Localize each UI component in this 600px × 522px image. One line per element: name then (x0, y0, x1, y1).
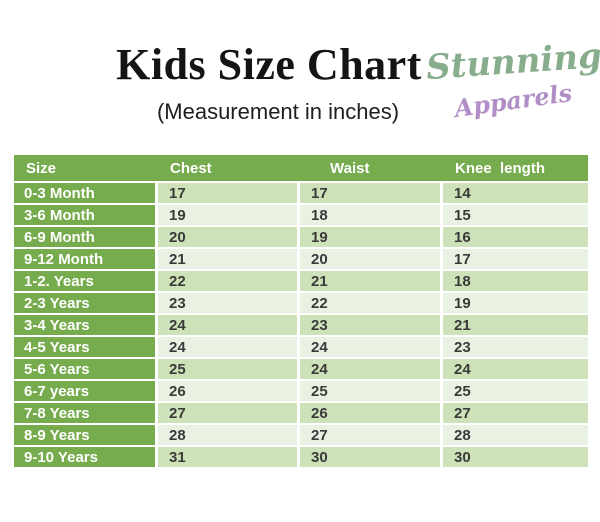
measurement-value-cell: 26 (300, 403, 443, 423)
measurement-value-cell: 17 (300, 183, 443, 203)
measurement-value-cell: 27 (443, 403, 588, 423)
measurement-value-cell: 17 (443, 249, 588, 269)
measurement-value-cell: 30 (300, 447, 443, 467)
size-label-cell: 4-5 Years (14, 337, 158, 357)
size-label-cell: 1-2. Years (14, 271, 158, 291)
size-label-cell: 9-10 Years (14, 447, 158, 467)
size-label-cell: 5-6 Years (14, 359, 158, 379)
measurement-value-cell: 24 (158, 337, 300, 357)
size-label-cell: 7-8 Years (14, 403, 158, 423)
measurement-value-cell: 30 (443, 447, 588, 467)
size-label-cell: 8-9 Years (14, 425, 158, 445)
measurement-value-cell: 24 (443, 359, 588, 379)
measurement-value-cell: 19 (300, 227, 443, 247)
table-row: 4-5 Years 24 24 23 (14, 337, 588, 357)
size-label-cell: 3-4 Years (14, 315, 158, 335)
table-row: 7-8 Years 27 26 27 (14, 403, 588, 423)
table-row: 5-6 Years 25 24 24 (14, 359, 588, 379)
measurement-value-cell: 23 (443, 337, 588, 357)
table-row: 0-3 Month 17 17 14 (14, 183, 588, 203)
size-label-cell: 9-12 Month (14, 249, 158, 269)
table-row: 8-9 Years 28 27 28 (14, 425, 588, 445)
measurement-value-cell: 15 (443, 205, 588, 225)
table-header-row: Size Chest Waist Knee length (14, 155, 588, 181)
measurement-value-cell: 31 (158, 447, 300, 467)
measurement-value-cell: 25 (300, 381, 443, 401)
size-label-cell: 2-3 Years (14, 293, 158, 313)
measurement-value-cell: 26 (158, 381, 300, 401)
table-row: 6-9 Month 20 19 16 (14, 227, 588, 247)
measurement-value-cell: 22 (300, 293, 443, 313)
size-label-cell: 3-6 Month (14, 205, 158, 225)
measurement-value-cell: 24 (300, 359, 443, 379)
measurement-value-cell: 14 (443, 183, 588, 203)
measurement-value-cell: 24 (158, 315, 300, 335)
brand-logo: Stunning Apparels (420, 36, 600, 128)
measurement-value-cell: 19 (158, 205, 300, 225)
measurement-value-cell: 21 (443, 315, 588, 335)
measurement-value-cell: 23 (158, 293, 300, 313)
page-title: Kids Size Chart (116, 40, 422, 89)
table-row: 9-12 Month 21 20 17 (14, 249, 588, 269)
measurement-unit-note: (Measurement in inches) (156, 99, 400, 124)
measurement-value-cell: 27 (300, 425, 443, 445)
table-row: 3-6 Month 19 18 15 (14, 205, 588, 225)
table-body: 0-3 Month 17 17 14 3-6 Month 19 18 15 6-9 Month 2… (14, 183, 588, 467)
measurement-value-cell: 20 (300, 249, 443, 269)
table-row: 2-3 Years 23 22 19 (14, 293, 588, 313)
measurement-value-cell: 16 (443, 227, 588, 247)
measurement-value-cell: 28 (443, 425, 588, 445)
kids-size-table: Size Chest Waist Knee length 0-3 Month 17 17 1… (14, 155, 588, 469)
column-header-chest: Chest (170, 159, 212, 177)
table-row: 1-2. Years 22 21 18 (14, 271, 588, 291)
measurement-value-cell: 19 (443, 293, 588, 313)
measurement-value-cell: 25 (158, 359, 300, 379)
size-label-cell: 6-7 years (14, 381, 158, 401)
measurement-value-cell: 28 (158, 425, 300, 445)
table-row: 9-10 Years 31 30 30 (14, 447, 588, 467)
measurement-value-cell: 21 (158, 249, 300, 269)
measurement-value-cell: 18 (300, 205, 443, 225)
brand-logo-stunning-text: Stunning (424, 35, 600, 89)
measurement-value-cell: 24 (300, 337, 443, 357)
table-row: 3-4 Years 24 23 21 (14, 315, 588, 335)
measurement-value-cell: 22 (158, 271, 300, 291)
size-label-cell: 6-9 Month (14, 227, 158, 247)
column-header-waist: Waist (330, 159, 370, 177)
measurement-value-cell: 27 (158, 403, 300, 423)
table-row: 6-7 years 26 25 25 (14, 381, 588, 401)
measurement-value-cell: 20 (158, 227, 300, 247)
measurement-value-cell: 23 (300, 315, 443, 335)
column-header-size: Size (26, 159, 57, 177)
measurement-value-cell: 25 (443, 381, 588, 401)
measurement-value-cell: 21 (300, 271, 443, 291)
measurement-value-cell: 17 (158, 183, 300, 203)
measurement-value-cell: 18 (443, 271, 588, 291)
column-header-knee-length: Knee length (455, 159, 546, 177)
size-label-cell: 0-3 Month (14, 183, 158, 203)
